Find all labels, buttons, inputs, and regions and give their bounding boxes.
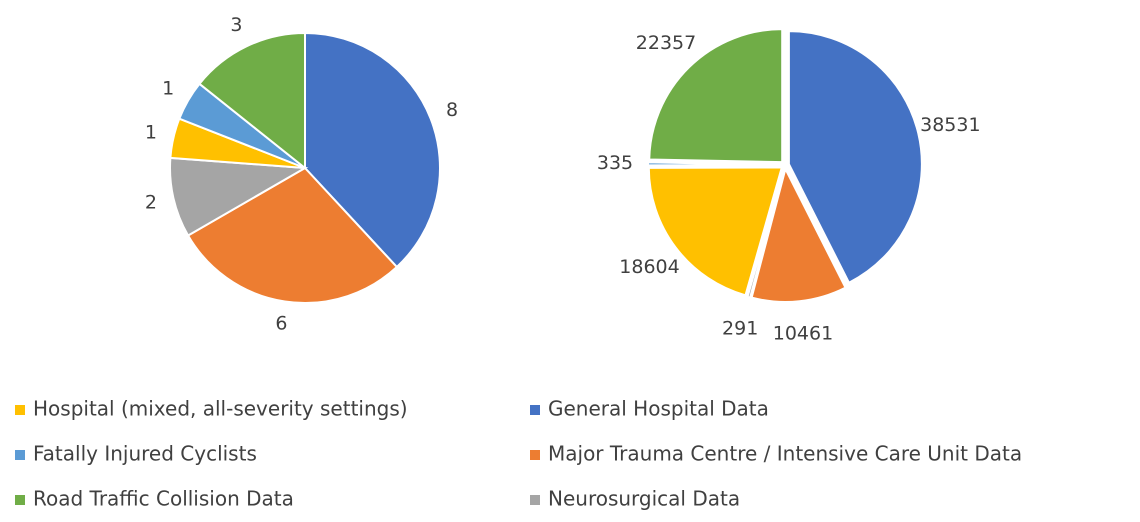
legend-label: Fatally Injured Cyclists — [33, 442, 257, 466]
legend-swatch — [530, 495, 540, 505]
pie-slice — [647, 166, 784, 297]
pie-slice — [750, 166, 847, 303]
data-label: 3 — [230, 14, 242, 36]
data-label: 10461 — [773, 323, 833, 345]
pie-slice — [647, 161, 782, 167]
data-label: 2 — [145, 192, 157, 214]
legend-label: Major Trauma Centre / Intensive Care Uni… — [548, 442, 1022, 466]
data-label: 335 — [597, 152, 633, 174]
pie-slice — [169, 156, 309, 237]
pie-slice — [648, 28, 784, 164]
legend-label: Neurosurgical Data — [548, 487, 740, 511]
data-label: 8 — [446, 99, 458, 121]
legend-label: Road Traffic Collision Data — [33, 487, 294, 511]
legend-label: General Hospital Data — [548, 397, 769, 421]
pie-slice — [787, 30, 923, 285]
legend-swatch — [15, 450, 25, 460]
legend-swatch — [15, 405, 25, 415]
legend-swatch — [15, 495, 25, 505]
legend-label: Hospital (mixed, all-severity settings) — [33, 397, 408, 421]
pie-slice — [186, 166, 399, 304]
data-label: 38531 — [920, 114, 980, 136]
data-label: 291 — [722, 317, 758, 339]
legend-swatch — [530, 405, 540, 415]
pie-slice — [198, 31, 306, 171]
data-label: 18604 — [619, 256, 679, 278]
legend-swatch — [530, 450, 540, 460]
data-label: 1 — [145, 121, 157, 143]
data-label: 22357 — [636, 32, 696, 54]
data-label: 1 — [162, 78, 174, 100]
pie-slice — [304, 31, 441, 269]
data-label: 6 — [275, 313, 287, 335]
pie-slice — [746, 168, 785, 299]
